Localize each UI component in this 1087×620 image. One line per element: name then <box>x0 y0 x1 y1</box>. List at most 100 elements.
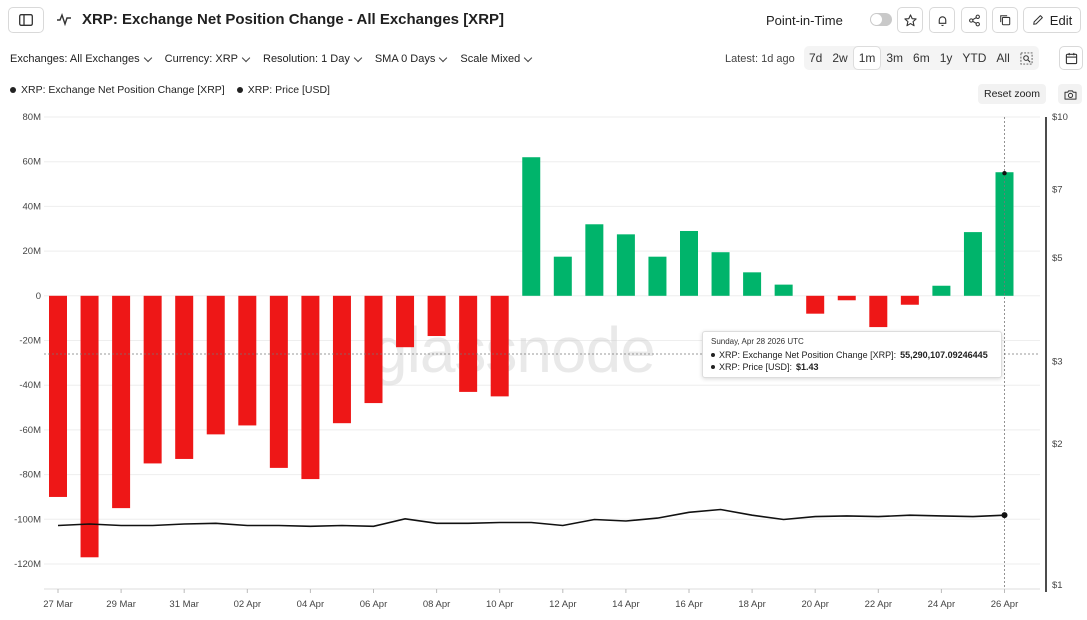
legend-item-price[interactable]: XRP: Price [USD] <box>236 84 330 96</box>
net-position-bar <box>774 284 793 296</box>
tooltip-date: Sunday, Apr 28 2026 UTC <box>711 337 804 346</box>
exchanges-dropdown[interactable]: Exchanges: All Exchanges <box>10 51 152 67</box>
edit-button[interactable]: Edit <box>1023 7 1081 33</box>
range-2w[interactable]: 2w <box>832 51 848 65</box>
legend-label: XRP: Price [USD] <box>247 84 330 96</box>
share-button[interactable] <box>961 7 987 33</box>
y-axis-left: 80M 60M 40M 20M 0 -20M -40M -60M -80M -100M -120M <box>14 112 41 570</box>
tooltip-dot <box>711 365 715 369</box>
pencil-icon <box>1032 15 1043 25</box>
x-tick-label: 27 Mar <box>43 599 73 610</box>
net-position-bar <box>932 285 951 296</box>
net-position-bar <box>963 232 982 296</box>
tooltip-value: $1.43 <box>796 362 819 372</box>
range-7d[interactable]: 7d <box>809 51 823 65</box>
screenshot-button[interactable] <box>1058 84 1082 104</box>
pulse-icon <box>57 12 71 27</box>
resolution-dropdown[interactable]: Resolution: 1 Day <box>263 51 363 67</box>
y-left-tick-label: 20M <box>23 246 42 257</box>
sma-dropdown[interactable]: SMA 0 Days <box>375 51 448 67</box>
x-tick-label: 06 Apr <box>360 599 387 610</box>
net-position-bar <box>238 295 257 426</box>
net-position-bar <box>616 234 635 296</box>
y-right-tick-label: $3 <box>1052 357 1063 368</box>
edit-label: Edit <box>1049 12 1073 28</box>
y-right-tick-label: $5 <box>1052 253 1063 264</box>
range-1y[interactable]: 1y <box>939 51 953 65</box>
range-1m[interactable]: 1m <box>852 46 882 70</box>
calendar-button[interactable] <box>1059 46 1083 70</box>
net-position-bar <box>680 230 698 296</box>
price-series-line <box>57 508 1005 528</box>
net-position-bar <box>301 295 320 480</box>
filter-bar: Exchanges: All Exchanges Currency: XRP R… <box>10 51 533 67</box>
y-left-tick-label: -100M <box>14 514 41 525</box>
net-position-bar <box>112 295 131 509</box>
x-tick-label: 16 Apr <box>675 599 702 610</box>
reset-zoom-button[interactable]: Reset zoom <box>978 84 1046 104</box>
x-tick-label: 31 Mar <box>169 599 199 610</box>
y-left-tick-label: -20M <box>19 336 41 347</box>
latest-label: Latest: 1d ago <box>725 53 795 65</box>
net-position-bar <box>49 295 67 497</box>
legend-dot <box>10 87 16 93</box>
x-tick-label: 12 Apr <box>549 599 576 610</box>
net-position-bar <box>837 295 856 301</box>
chart-legend: XRP: Exchange Net Position Change [XRP] … <box>10 84 330 96</box>
x-tick-label: 29 Mar <box>106 599 136 610</box>
page-title: XRP: Exchange Net Position Change - All … <box>82 11 505 28</box>
favorite-button[interactable] <box>897 7 923 33</box>
range-ytd[interactable]: YTD <box>962 51 987 65</box>
net-position-bar <box>648 256 667 296</box>
x-tick-label: 18 Apr <box>738 599 765 610</box>
net-position-bar <box>206 295 225 435</box>
y-left-tick-label: -60M <box>19 425 41 436</box>
point-in-time-toggle[interactable] <box>870 13 892 26</box>
currency-dropdown-label: Currency: XRP <box>164 53 238 65</box>
y-left-tick-label: -120M <box>14 559 41 570</box>
alert-button[interactable] <box>929 7 955 33</box>
y-left-tick-label: -40M <box>19 380 41 391</box>
y-left-tick-label: 40M <box>23 201 42 212</box>
net-position-bar <box>364 295 383 404</box>
copy-button[interactable] <box>992 7 1018 33</box>
x-tick-label: 02 Apr <box>234 599 261 610</box>
y-axis-right: $10 $7 $5 $3 $2 $1 <box>1045 112 1068 592</box>
x-tick-label: 10 Apr <box>486 599 513 610</box>
range-all[interactable]: All <box>996 51 1010 65</box>
range-6m[interactable]: 6m <box>913 51 930 65</box>
net-position-bar <box>332 295 351 424</box>
scale-dropdown-label: Scale Mixed <box>460 53 521 65</box>
exchanges-dropdown-label: Exchanges: All Exchanges <box>10 53 140 65</box>
tooltip-row-price: XRP: Price [USD]: $1.43 <box>711 361 993 373</box>
net-position-bar <box>427 295 446 337</box>
y-right-tick-label: $1 <box>1052 580 1063 591</box>
net-position-bar <box>269 295 288 468</box>
tooltip-label: XRP: Price [USD]: <box>719 362 793 372</box>
tooltip-dot <box>711 353 715 357</box>
net-position-point-marker <box>1002 171 1007 176</box>
legend-item-net-position[interactable]: XRP: Exchange Net Position Change [XRP] <box>10 84 225 96</box>
net-position-bar <box>80 295 99 558</box>
crosshair <box>44 117 1040 592</box>
zoom-select-button[interactable] <box>1015 46 1039 70</box>
bar-series <box>49 157 1014 558</box>
legend-label: XRP: Exchange Net Position Change [XRP] <box>21 84 225 96</box>
range-3m[interactable]: 3m <box>886 51 904 65</box>
currency-dropdown[interactable]: Currency: XRP <box>164 51 251 67</box>
sidebar-toggle-button[interactable] <box>8 7 44 33</box>
net-position-bar <box>711 252 730 296</box>
scale-dropdown[interactable]: Scale Mixed <box>460 51 533 67</box>
star-icon <box>903 13 917 26</box>
y-left-tick-label: 60M <box>23 157 42 168</box>
x-axis: 27 Mar 29 Mar 31 Mar 02 Apr 04 Apr 06 Apr 08 A… <box>43 588 1040 610</box>
x-tick-label: 14 Apr <box>612 599 639 610</box>
camera-icon <box>1063 89 1077 100</box>
y-right-tick-label: $7 <box>1052 184 1063 195</box>
net-position-bar <box>522 157 541 296</box>
net-position-bar <box>869 295 888 328</box>
chart-tooltip: Sunday, Apr 28 2026 UTC XRP: Exchange Ne… <box>702 331 1002 378</box>
x-tick-label: 26 Apr <box>991 599 1018 610</box>
price-point-marker <box>1001 512 1008 519</box>
